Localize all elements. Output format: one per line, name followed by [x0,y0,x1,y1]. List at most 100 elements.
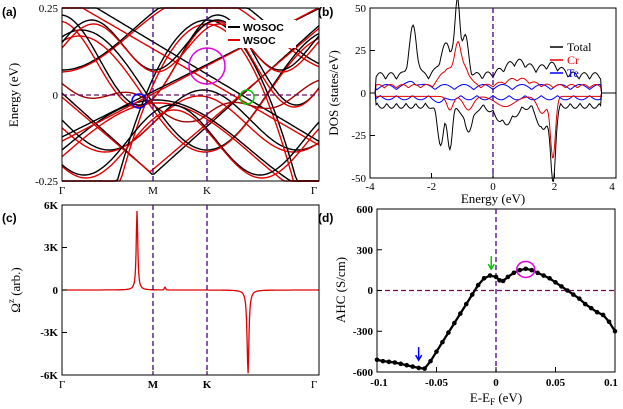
panel-d-xtick-0: 0 [493,377,499,389]
panel-d-point-6 [410,364,416,369]
panel-a-kpoint-gamma-left: Γ [59,185,65,197]
panel-d-point-31 [553,280,558,285]
panel-d-annotations [415,256,536,362]
panel-d-ytick-300: 300 [357,245,374,257]
panel-b-label: (b) [318,5,333,19]
panel-a-band-7 [61,35,320,153]
panel-d-point-27 [529,267,534,273]
panel-a-band-3 [61,95,320,153]
panel-c-ylabel: Ωz (arb.) [6,267,23,312]
panel-d-ytick-600: 600 [357,204,374,216]
panel-d-point-1 [380,358,386,364]
panel-c-label: (c) [2,211,17,225]
panel-b-xtick-neg2: -2 [427,181,436,193]
panel-a-legend-bg [226,20,296,48]
panel-d-point-34 [571,292,576,297]
panel-d-point-3 [392,360,398,365]
panel-a-band-15 [62,7,320,146]
panel-d-points [374,266,618,371]
panel-d-arrow-head-0 [415,354,423,362]
panel-d-xtick-0.05: 0.05 [546,377,566,389]
panel-d-point-16 [469,292,475,297]
panel-a-band-20 [61,109,320,179]
panel-a-band-11 [61,102,319,182]
panel-c-ytick-0: 0 [53,285,59,297]
panel-b-total-up [370,0,616,94]
panel-c-kpoint-k: K [203,379,212,391]
panel-a-ylabel: Energy (eV) [6,63,21,127]
panel-d-point-36 [582,301,588,307]
legend-te-label: Te [567,66,579,80]
panel-d-ylabel: AHC (S/cm) [333,257,348,323]
panel-a-blue-circle [131,93,147,109]
panel-d-point-40 [606,319,612,325]
panel-d-point-4 [398,361,404,367]
panel-c-curve [61,210,320,375]
panel-b: (b) 50 25 0 -25 -50 -4 -2 0 2 4 Energy (… [318,0,617,206]
panel-a-band-10 [61,99,319,182]
panel-c-ytick-neg3k: -3K [40,327,58,339]
panel-d-point-30 [547,275,552,281]
panel-d-point-21 [497,278,502,283]
panel-d-ytick-0: 0 [368,285,374,297]
panel-a-band-5 [61,27,320,173]
panel-d-xlabel-rest: (eV) [495,390,522,405]
panel-d-point-37 [588,305,594,311]
panel-c-kpoint-gamma-left: Γ [59,379,65,391]
panel-d-ytick-neg300: -300 [353,326,374,338]
panel-a-ytick-top: 0.25 [39,3,59,15]
panel-b-yticks [370,7,375,179]
panel-c: (c) 6K 3K 0 -3K -6K Ωz (arb.) Γ M K Γ [2,200,320,391]
panel-b-cr-up [370,40,616,94]
panel-a-band-19 [61,104,320,176]
panel-d-point-33 [565,288,570,293]
panel-d-point-19 [487,273,493,278]
panel-a-ytick-bottom: -0.25 [35,176,58,188]
panel-a-band-14 [62,7,320,142]
panel-a-band-21 [61,19,320,71]
legend-total-label: Total [567,40,592,54]
panel-b-legend: Total Cr Te [550,40,592,80]
legend-wsoc-label: WSOC [243,35,276,47]
panel-d-ticks [376,208,616,373]
panel-d-xtick-neg0.1: -0.1 [370,377,387,389]
panel-a-kpoint-m: M [148,185,158,197]
legend-cr-label: Cr [567,53,579,67]
panel-b-xticks [369,173,617,178]
panel-c-yticks [62,204,67,376]
panel-c-ylabel-sup: z [6,299,16,303]
panel-c-ytick-6k: 6K [44,200,59,212]
panel-d-point-14 [458,311,463,316]
panel-b-ylabel: DOS (states/eV) [326,50,341,136]
panel-b-xtick-2: 2 [552,181,558,193]
panel-a: (a) WOSOC WSOC 0.25 0 -0.25 Energy (eV) … [2,3,320,197]
panel-d-point-18 [481,275,487,281]
panel-b-xtick-0: 0 [490,181,496,193]
panel-d-label: (d) [318,211,333,225]
panel-d-point-38 [594,309,600,315]
panel-d-point-9 [428,358,433,364]
panel-d-point-8 [422,366,427,371]
panel-d-point-2 [386,359,392,365]
panel-a-band-18 [61,79,320,123]
panel-d-point-13 [452,320,457,326]
panel-a-band-13 [61,20,320,108]
panel-d-xlabel: E-EF (eV) [470,390,522,407]
panel-d: (d) 600 300 0 -300 -600 -0.1 -0.05 0 0.0… [318,204,618,407]
panel-b-ytick-0: 0 [361,88,367,100]
panel-b-xtick-4: 4 [609,181,615,193]
panel-a-band-22 [61,23,320,73]
panel-b-curves [370,0,616,183]
panel-d-point-29 [541,273,546,278]
panel-a-legend: WOSOC WSOC [226,20,296,48]
panel-d-point-17 [475,282,481,288]
panel-a-band-6 [61,29,320,151]
panel-d-ellipse-2 [516,260,536,279]
panel-d-point-11 [440,339,445,345]
panel-a-kpoint-gamma-right: Γ [311,185,317,197]
panel-a-kpoint-k: K [203,185,211,197]
panel-d-point-10 [434,349,439,354]
panel-d-ytick-neg600: -600 [353,367,374,379]
panel-d-xlabel-main: E-E [470,390,490,405]
